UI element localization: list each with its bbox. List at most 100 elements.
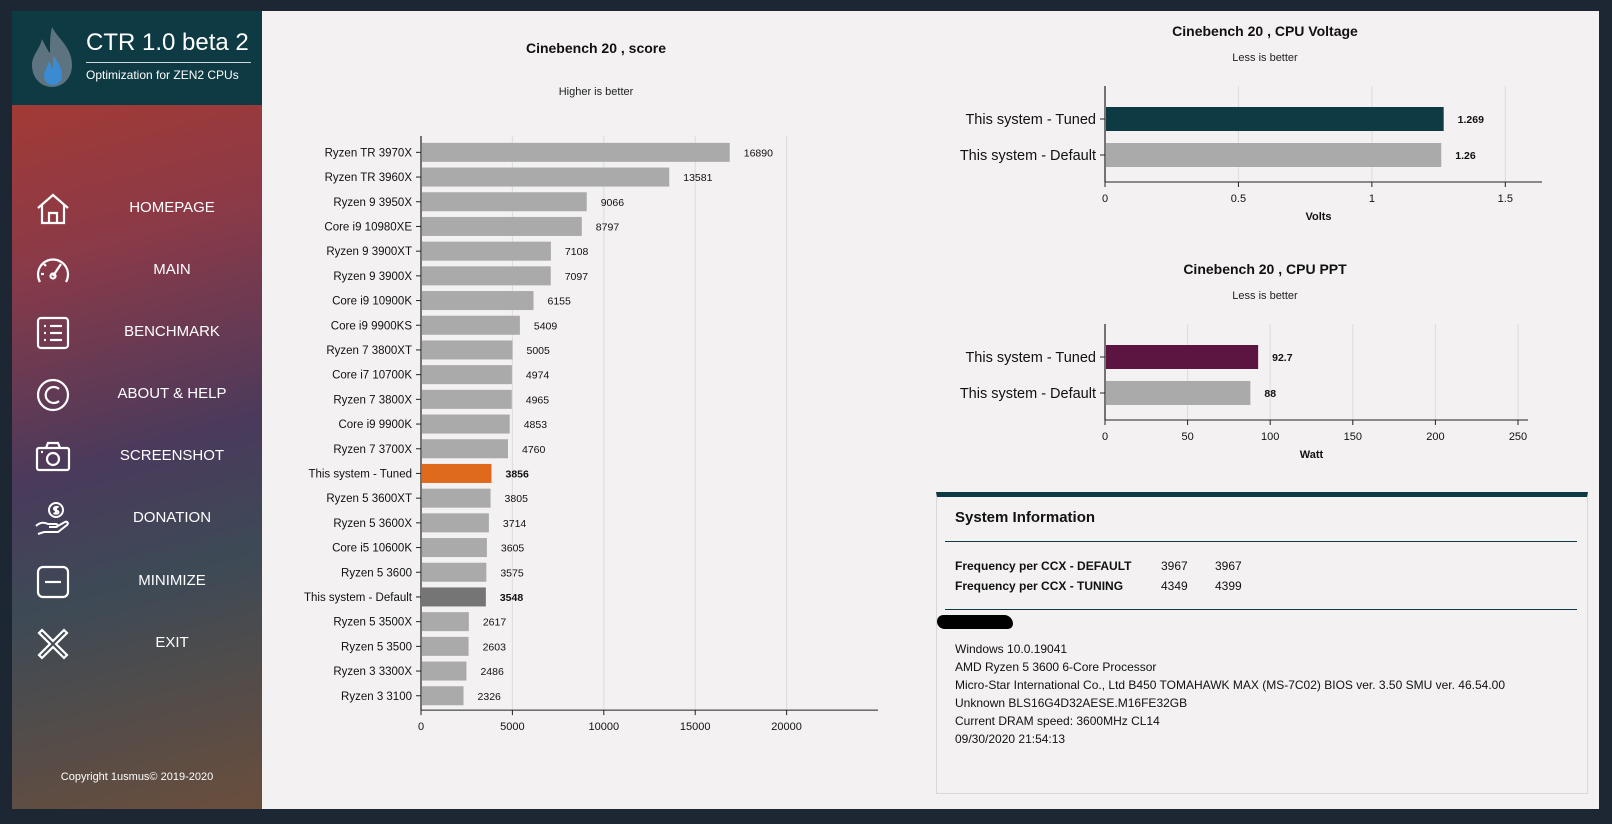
bar [422, 463, 492, 483]
nav-donation[interactable]: DONATION [12, 494, 262, 544]
freq-default-label: Frequency per CCX - DEFAULT [955, 559, 1132, 573]
bar [422, 661, 467, 681]
category-label: This system - Tuned [308, 468, 412, 480]
bar [422, 488, 491, 508]
app-subtitle: Optimization for ZEN2 CPUs [86, 68, 239, 82]
ppt-chart-title: Cinebench 20 , CPU PPT [1183, 261, 1347, 277]
memory-module: Unknown BLS16G4D32AESE.M16FE32GB [955, 696, 1188, 710]
category-label: Core i7 10700K [332, 370, 412, 382]
category-label: Ryzen 3 3100 [341, 691, 412, 703]
bar [422, 414, 510, 434]
category-label: Ryzen 9 3900XT [326, 246, 412, 258]
bar [1106, 143, 1442, 167]
nav-label-main: MAIN [153, 261, 191, 278]
list-icon [36, 316, 70, 350]
bar [422, 192, 587, 212]
x-tick-label: 15000 [680, 721, 711, 733]
x-tick-label: 5000 [500, 721, 524, 733]
x-tick-label: 50 [1181, 431, 1193, 443]
bar [422, 365, 512, 385]
bar [422, 266, 551, 286]
speedometer-icon [36, 258, 70, 283]
value-label: 4853 [524, 419, 548, 431]
value-label: 4974 [526, 370, 550, 382]
value-label: 5409 [534, 320, 558, 332]
bar [422, 439, 509, 459]
category-label: Ryzen 5 3500X [333, 617, 412, 629]
x-tick-label: 250 [1509, 431, 1527, 443]
x-tick-label: 1 [1369, 193, 1375, 205]
value-label: 13581 [683, 172, 712, 184]
category-label: This system - Default [960, 148, 1096, 164]
nav-benchmark[interactable]: BENCHMARK [12, 308, 262, 358]
freq-default-ccx2: 3967 [1215, 559, 1242, 573]
category-label: This system - Default [304, 592, 413, 604]
value-label: 2603 [483, 641, 507, 653]
motherboard-bios: Micro-Star International Co., Ltd B450 T… [955, 678, 1505, 692]
nav-label-donation: DONATION [132, 509, 212, 526]
bar [1106, 345, 1259, 369]
freq-tuning-label: Frequency per CCX - TUNING [955, 579, 1124, 593]
category-label: This system - Default [960, 386, 1096, 402]
voltage-chart-title: Cinebench 20 , CPU Voltage [1172, 23, 1358, 39]
value-label: 3548 [500, 592, 524, 604]
bar [422, 340, 513, 360]
donation-icon [35, 502, 69, 535]
category-label: Ryzen 7 3800XT [326, 345, 412, 357]
ppt-chart-subtitle: Less is better [1232, 290, 1298, 302]
value-label: 3714 [503, 518, 527, 530]
value-label: 7108 [565, 246, 589, 258]
value-label: 3856 [505, 468, 529, 480]
category-label: Ryzen 9 3900X [333, 271, 412, 283]
nav-label-homepage: HOMEPAGE [129, 199, 215, 216]
brand-divider [86, 62, 251, 63]
bar [422, 167, 670, 187]
x-axis-title: Watt [1300, 449, 1324, 461]
bar [422, 142, 730, 162]
minimize-icon [36, 565, 70, 599]
nav-homepage[interactable]: HOMEPAGE [12, 184, 262, 234]
value-label: 3605 [501, 543, 525, 555]
os-version: Windows 10.0.19041 [955, 642, 1068, 656]
voltage-chart-subtitle: Less is better [1232, 52, 1298, 64]
sysinfo-divider-top [945, 541, 1577, 542]
bar [422, 562, 487, 582]
category-label: Ryzen 7 3800X [333, 394, 412, 406]
category-label: Ryzen TR 3970X [325, 147, 413, 159]
category-label: Core i9 9900K [338, 419, 412, 431]
value-label: 3805 [505, 493, 529, 505]
x-tick-label: 150 [1344, 431, 1362, 443]
copyright-text: Copyright 1usmus© 2019-2020 [60, 771, 214, 783]
ppt-chart: 0 50 100 150 200 250 This system - Tuned 92.7 Th… [960, 324, 1528, 461]
value-label: 1.26 [1455, 150, 1476, 162]
x-tick-label: 10000 [589, 721, 620, 733]
nav-main[interactable]: MAIN [12, 246, 262, 296]
bar [422, 513, 489, 533]
value-label: 9066 [601, 197, 625, 209]
nav-label-benchmark: BENCHMARK [124, 323, 220, 340]
bar [422, 686, 464, 706]
nav-label-exit: EXIT [155, 634, 189, 651]
system-information-panel: System Information Frequency per CCX - D… [936, 492, 1588, 794]
nav-minimize[interactable]: MINIMIZE [12, 557, 262, 607]
bar [422, 587, 486, 607]
copyright-icon [36, 378, 70, 412]
freq-default-ccx1: 3967 [1161, 559, 1188, 573]
value-label: 7097 [565, 271, 589, 283]
value-label: 4760 [522, 444, 546, 456]
category-label: Core i9 10980XE [324, 221, 412, 233]
score-chart-title: Cinebench 20 , score [525, 40, 667, 56]
bar [422, 291, 534, 311]
sysinfo-divider-bottom [945, 609, 1577, 610]
bar [422, 389, 512, 409]
freq-tuning-row: Frequency per CCX - TUNING 4349 4399 [955, 579, 1269, 593]
nav-screenshot[interactable]: SCREENSHOT [12, 432, 262, 482]
value-label: 88 [1264, 388, 1276, 400]
bar [422, 538, 487, 558]
nav-exit[interactable]: EXIT [12, 619, 262, 669]
nav-about-help[interactable]: ABOUT & HELP [12, 370, 262, 420]
cpu-model: AMD Ryzen 5 3600 6-Core Processor [955, 660, 1157, 674]
category-label: Ryzen 7 3700X [333, 444, 412, 456]
value-label: 3575 [500, 567, 524, 579]
value-label: 5005 [526, 345, 550, 357]
